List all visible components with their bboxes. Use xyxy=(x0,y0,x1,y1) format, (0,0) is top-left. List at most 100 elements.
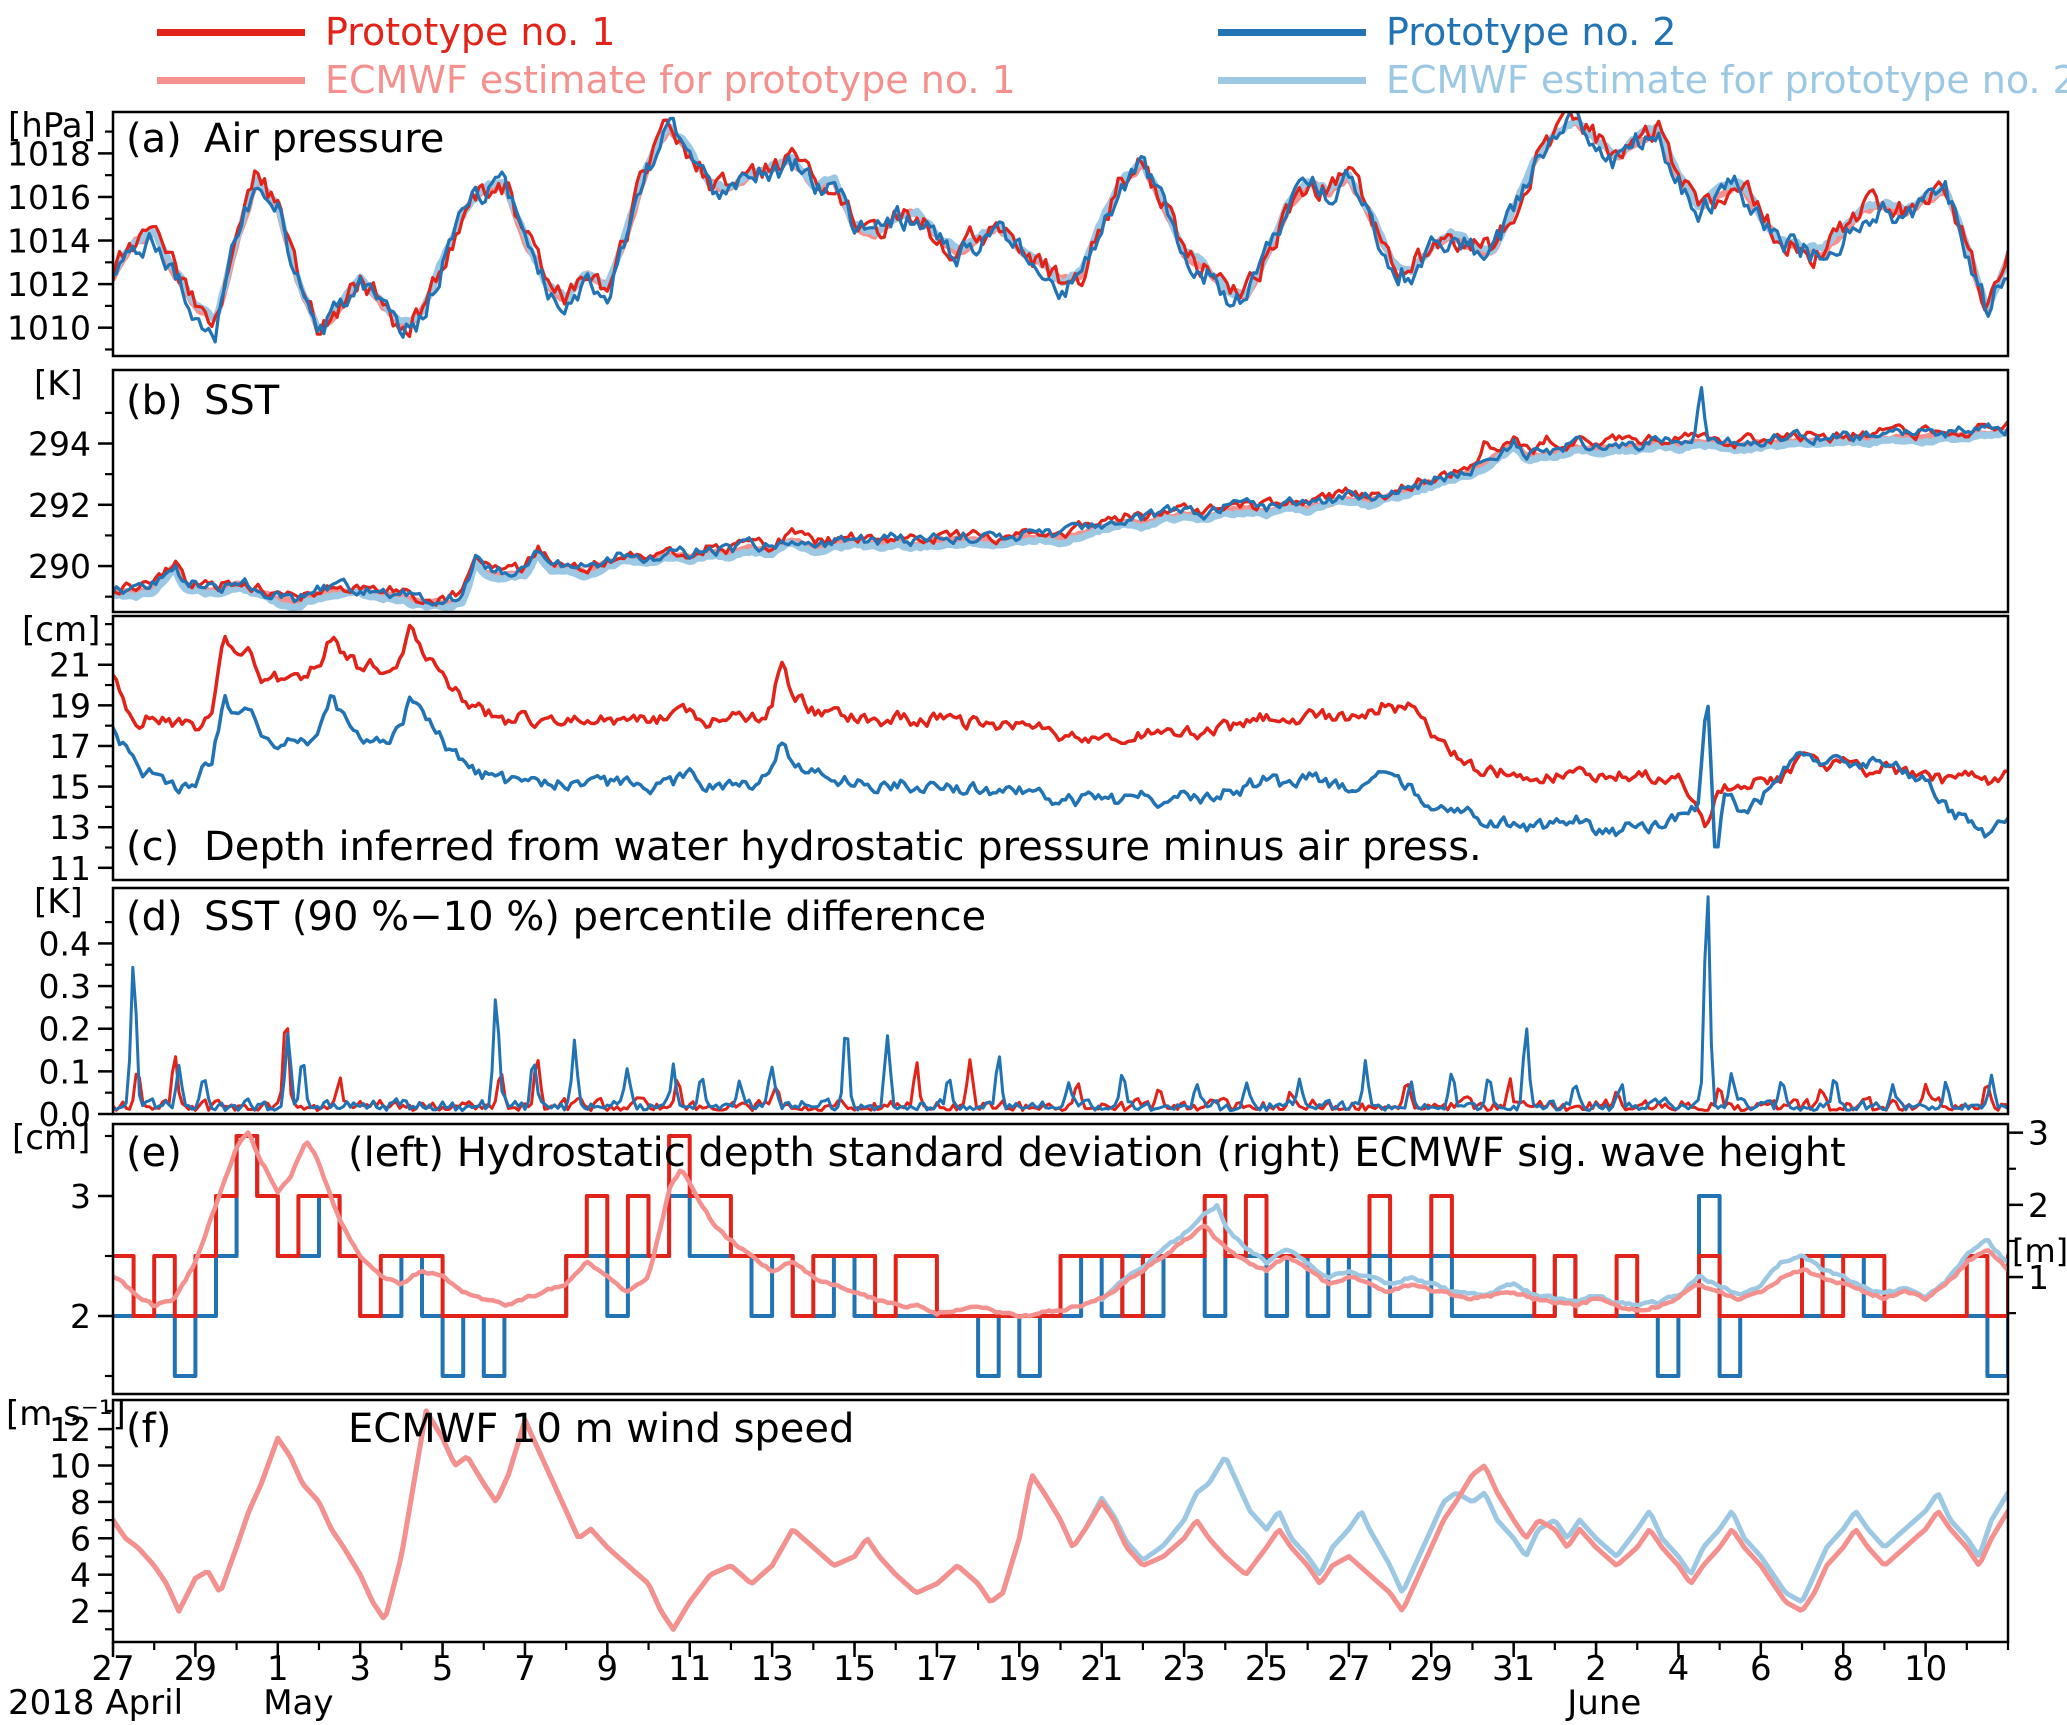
legend-item-prototype-2: Prototype no. 2 xyxy=(1218,10,1676,54)
x-tick-label: 3 xyxy=(349,1649,371,1689)
y-tick-label: 292 xyxy=(28,486,91,525)
y-tick-label: 0.2 xyxy=(39,1010,91,1049)
panel-b-series-group xyxy=(113,386,2008,612)
unit-label-k-sst: [K] xyxy=(34,364,83,404)
x-tick-label: 19 xyxy=(998,1649,1041,1689)
series-waveheight-ecmwf-1 xyxy=(113,1130,2008,1320)
unit-label-m-right: [m] xyxy=(2012,1232,2067,1270)
panel-e-series-group xyxy=(113,1130,2008,1378)
x-tick-label: 4 xyxy=(1668,1649,1690,1689)
panel-d-frame xyxy=(111,886,2010,1116)
y-tick-label-right: 3 xyxy=(2028,1114,2049,1153)
x-tick-label: 2 xyxy=(1585,1649,1607,1689)
series-depth-proto-2 xyxy=(113,693,2008,849)
y-tick-label: 17 xyxy=(49,727,91,766)
unit-label-hpa: [hPa] xyxy=(8,106,96,146)
y-tick-label-right: 2 xyxy=(2028,1186,2049,1225)
y-tick-label: 0.1 xyxy=(39,1052,91,1091)
series-sst-proto-2 xyxy=(113,386,2008,607)
series-air-proto-2 xyxy=(113,112,2008,344)
legend-label: Prototype no. 1 xyxy=(325,10,616,54)
y-tick-label: 2 xyxy=(70,1297,91,1336)
month-label: June xyxy=(1565,1683,1641,1723)
panel-f-label: (f) xyxy=(126,1406,172,1452)
y-tick-label: 1014 xyxy=(7,222,91,261)
y-tick-label: 2 xyxy=(70,1592,91,1631)
panel-e-label: (e) xyxy=(126,1130,182,1176)
legend-label: Prototype no. 2 xyxy=(1386,10,1677,54)
x-tick-label: 29 xyxy=(174,1649,217,1689)
y-tick-label: 10 xyxy=(49,1447,91,1486)
x-tick-label: 15 xyxy=(833,1649,876,1689)
panel-d-series-group xyxy=(113,895,2008,1113)
panel-b-frame xyxy=(111,368,2010,614)
legend-line-sample-lightblue xyxy=(1218,76,1366,84)
x-tick-label: 10 xyxy=(1904,1649,1947,1689)
x-tick-label: 21 xyxy=(1080,1649,1123,1689)
month-label: May xyxy=(263,1683,333,1723)
y-tick-label: 1012 xyxy=(7,265,91,304)
panel-b-label: (b) xyxy=(126,378,183,424)
series-sst-ecmwf-1 xyxy=(113,428,2008,608)
panel-c-label: (c) xyxy=(126,824,180,870)
panel-c-title: Depth inferred from water hydrostatic pr… xyxy=(204,824,1482,870)
legend-label: ECMWF estimate for prototype no. 2 xyxy=(1386,58,2067,102)
y-tick-label: 4 xyxy=(70,1556,91,1595)
panel-f-series-group xyxy=(113,1408,2008,1632)
legend-item-ecmwf-1: ECMWF estimate for prototype no. 1 xyxy=(157,58,1016,102)
x-tick-label: 29 xyxy=(1410,1649,1453,1689)
y-tick-label: 13 xyxy=(49,808,91,847)
panel-a-label: (a) xyxy=(126,116,182,162)
panel-f-title: ECMWF 10 m wind speed xyxy=(348,1406,855,1452)
y-tick-label: 1018 xyxy=(7,134,91,173)
panel-a-title: Air pressure xyxy=(204,116,445,162)
y-tick-label: 294 xyxy=(28,425,91,464)
y-tick-label: 3 xyxy=(70,1177,91,1216)
y-tick-label: 6 xyxy=(70,1519,91,1558)
x-tick-label: 11 xyxy=(668,1649,711,1689)
month-label: 2018 April xyxy=(8,1683,183,1723)
series-depth-proto-1 xyxy=(113,623,2008,829)
y-tick-label: 12 xyxy=(49,1410,91,1449)
legend-item-ecmwf-2: ECMWF estimate for prototype no. 2 xyxy=(1218,58,2067,102)
panel-e-title: (left) Hydrostatic depth standard deviat… xyxy=(348,1130,1846,1176)
y-tick-label-right: 1 xyxy=(2028,1258,2049,1297)
y-tick-label: 0.3 xyxy=(39,967,91,1006)
unit-label-ms: [m s⁻¹] xyxy=(6,1394,126,1434)
x-tick-label: 13 xyxy=(750,1649,793,1689)
y-tick-label: 21 xyxy=(49,646,91,685)
x-tick-label: 31 xyxy=(1492,1649,1535,1689)
y-tick-label: 0.4 xyxy=(39,924,91,963)
x-tick-label: 6 xyxy=(1750,1649,1772,1689)
panel-a-frame xyxy=(111,110,2010,358)
y-tick-label: 290 xyxy=(28,547,91,586)
x-tick-label: 23 xyxy=(1162,1649,1205,1689)
y-tick-label: 1016 xyxy=(7,178,91,217)
y-tick-label: 0.0 xyxy=(39,1095,91,1134)
legend-line-sample-pink xyxy=(157,76,305,84)
panel-d-label: (d) xyxy=(126,894,183,940)
panel-a-series-group xyxy=(113,112,2008,344)
x-tick-label: 17 xyxy=(915,1649,958,1689)
y-tick-label: 19 xyxy=(49,686,91,725)
y-tick-label: 11 xyxy=(49,849,91,888)
unit-label-cm-depth: [cm] xyxy=(22,610,101,650)
panel-c-series-group xyxy=(113,623,2008,849)
series-depthsd-proto-1 xyxy=(113,1134,2008,1318)
legend-label: ECMWF estimate for prototype no. 1 xyxy=(325,58,1016,102)
y-tick-label: 8 xyxy=(70,1483,91,1522)
x-tick-label: 9 xyxy=(597,1649,619,1689)
series-waveheight-ecmwf-2 xyxy=(1099,1202,2008,1308)
unit-label-cm-sd: [cm] xyxy=(12,1118,91,1158)
legend-item-prototype-1: Prototype no. 1 xyxy=(157,10,615,54)
series-wind-ecmwf-1 xyxy=(113,1408,2008,1632)
panel-d-title: SST (90 %−10 %) percentile difference xyxy=(204,894,987,940)
x-tick-label: 8 xyxy=(1832,1649,1854,1689)
legend-line-sample-red xyxy=(157,28,305,36)
x-tick-label: 27 xyxy=(91,1649,134,1689)
panel-b-title: SST xyxy=(204,378,280,424)
series-sstdiff-proto-2 xyxy=(113,895,2008,1113)
panel-c-frame xyxy=(111,614,2010,882)
